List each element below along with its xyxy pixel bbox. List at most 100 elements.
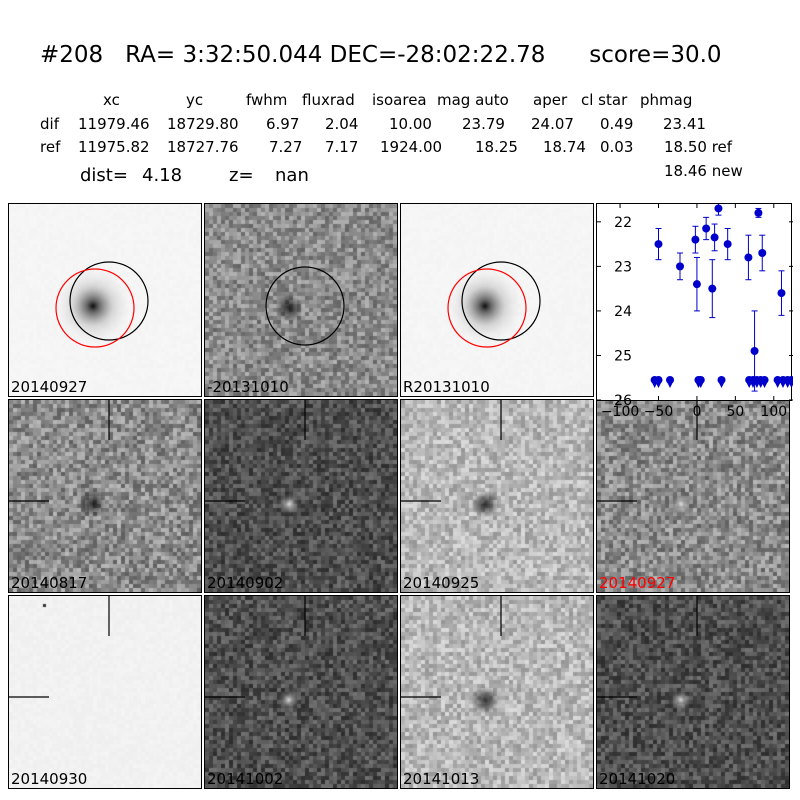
upper-limit-point [666,375,675,384]
panel-date-label: 20140925 [403,574,480,592]
image-panel: -20131010 [204,203,398,397]
row-label: ref [40,138,61,156]
cell: 2.04 [325,115,359,133]
x-tick-label: 0 [692,404,701,420]
y-tick-label: 22 [614,215,632,231]
cell: 11979.46 [78,115,150,133]
cell: 7.17 [325,138,359,156]
detection-point [702,224,711,233]
x-tick-label: 50 [726,404,744,420]
panel-image [205,204,397,396]
cell: 18729.80 [167,115,239,133]
upper-limit-point [696,375,705,384]
panel-date-label: 20140927 [11,378,88,396]
x-tick-label: −100 [601,404,639,420]
panel-image [597,400,789,592]
panel-overlay [597,596,698,698]
y-tick-label: 25 [614,348,632,364]
col-header: mag auto [437,91,509,109]
detection-point [714,204,723,213]
panel-overlay [401,596,502,698]
image-panel: R20131010 [400,203,594,397]
aperture-circle [69,261,149,341]
panel-date-label: 20141020 [599,770,676,788]
panel-overlay [447,261,541,348]
detection-point [654,240,663,249]
panel-overlay [597,400,698,502]
detection-point [710,233,719,242]
panel-overlay [265,266,345,346]
detection-point [691,235,700,244]
panel-overlay [205,596,306,698]
panel-date-label: 20140927 [599,574,676,592]
image-panel: 20140927 [596,399,790,593]
x-tick-label: −50 [644,404,674,420]
detection-point [676,262,685,271]
detection-point [723,240,732,249]
panel-overlay [401,400,502,502]
panel-date-label: R20131010 [403,378,490,396]
light-curve-panel: 22 23 24 25 26 −100 −50 0 50 100 [596,203,793,420]
panel-date-label: 20141013 [403,770,480,788]
cell: 10.00 [389,115,432,133]
panel-image [9,400,201,592]
detection-point [744,253,753,262]
image-panel: 20140930 [8,595,202,789]
cell: 0.03 [600,138,634,156]
z-label: z= [229,165,254,186]
y-tick-label: 26 [614,393,632,409]
panel-image [401,204,593,396]
dist-label: dist= [80,165,128,186]
upper-limit-point [760,375,769,384]
upper-limit-point [717,375,726,384]
cell: 24.07 [531,115,574,133]
col-header: xc [103,91,120,109]
panel-image [9,204,201,396]
image-panel: 20140927 [8,203,202,397]
panel-overlay [55,261,149,348]
cell: 7.27 [269,138,303,156]
upper-limit-point [787,375,793,384]
panel-image [9,596,201,788]
col-header: phmag [640,91,693,109]
col-header: aper [533,91,568,109]
image-panel: 20140902 [204,399,398,593]
cell: 1924.00 [380,138,443,156]
cell: 23.79 [462,115,505,133]
cell: 23.41 [663,115,706,133]
image-panel: 20141020 [596,595,790,789]
panel-date-label: 20140817 [11,574,88,592]
col-header: cl star [581,91,628,109]
detection-point [777,289,786,298]
cell: 0.49 [600,115,634,133]
detection-point [758,249,767,257]
panel-date-label: -20131010 [207,378,289,396]
reference-circle [55,268,135,348]
x-tick-label: 100 [760,404,787,420]
y-tick-label: 24 [614,304,632,320]
reference-circle [447,268,527,348]
row-label: dif [40,115,59,133]
detection-point [708,284,717,293]
upper-limit-point [654,375,663,384]
cell: 18.74 [543,138,586,156]
cell: 6.97 [266,115,300,133]
panel-image [401,596,593,788]
image-panel: 20141002 [204,595,398,789]
panel-overlay [9,400,110,502]
aperture-circle [461,261,541,341]
col-header: fluxrad [302,91,355,109]
col-header: isoarea [372,91,427,109]
detection-point [754,208,763,217]
panel-date-label: 20141002 [207,770,284,788]
cell: 18.25 [475,138,518,156]
new-mag: 18.46 new [664,162,743,180]
light-curve-chart: 22 23 24 25 26−100 −50 0 50 100 [597,204,793,420]
panel-overlay [205,400,306,502]
panel-image [401,400,593,592]
y-tick-label: 23 [614,259,632,275]
page-title: #208 RA= 3:32:50.044 DEC=-28:02:22.78 sc… [40,42,722,68]
col-header: yc [186,91,204,109]
dist-value: 4.18 [142,165,183,186]
detection-point [750,347,759,355]
